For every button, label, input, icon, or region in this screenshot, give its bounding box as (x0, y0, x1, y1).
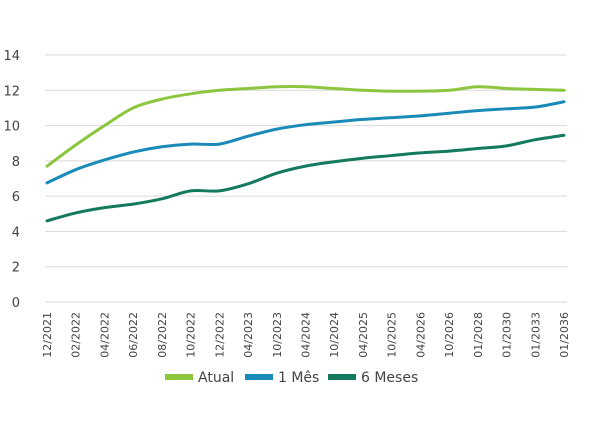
legend-label: Atual (198, 370, 234, 386)
x-tick-label: 04/2022 (98, 312, 111, 358)
legend-swatch (328, 374, 356, 380)
x-tick: 04/2026 (414, 312, 427, 358)
series-lines (45, 85, 566, 223)
x-tick: 10/2025 (386, 312, 399, 358)
legend-item: Atual (165, 370, 234, 386)
x-tick: 08/2022 (156, 312, 169, 358)
x-tick-label: 10/2023 (271, 312, 284, 358)
x-tick: 01/2033 (529, 312, 542, 358)
x-tick: 04/2023 (242, 312, 255, 358)
x-tick: 04/2022 (98, 312, 111, 358)
y-tick-label: 8 (12, 155, 20, 170)
x-tick-label: 10/2024 (328, 312, 341, 358)
x-tick-label: 10/2025 (386, 312, 399, 358)
x-tick-label: 08/2022 (156, 312, 169, 358)
x-tick: 10/2024 (328, 312, 341, 358)
y-tick-label: 2 (12, 261, 20, 276)
x-tick-label: 01/2033 (529, 312, 542, 358)
series-6-meses (45, 133, 566, 223)
y-axis-ticks: 0 2 4 6 8 10 12 14 (3, 49, 20, 311)
legend-item: 1 Mês (245, 370, 319, 386)
x-tick: 01/2030 (501, 312, 514, 358)
x-tick: 10/2026 (443, 312, 456, 358)
x-tick: 12/2022 (213, 312, 226, 358)
x-tick: 06/2022 (127, 312, 140, 358)
x-tick-label: 04/2023 (242, 312, 255, 358)
x-tick-label: 04/2026 (414, 312, 427, 358)
y-tick-label: 4 (12, 225, 20, 240)
legend-label: 1 Mês (278, 370, 319, 386)
legend-swatch (165, 374, 193, 380)
y-tick-label: 6 (12, 190, 20, 205)
y-tick-label: 10 (3, 120, 20, 135)
legend-swatch (245, 374, 273, 380)
x-tick: 01/2036 (558, 312, 571, 358)
series-line (45, 133, 566, 223)
x-tick-label: 02/2022 (70, 312, 83, 358)
x-tick-label: 10/2026 (443, 312, 456, 358)
x-axis-ticks: 12/2021 02/2022 04/2022 06/2022 08/2022 10/20… (41, 312, 571, 358)
x-tick-label: 12/2022 (213, 312, 226, 358)
y-tick-label: 0 (12, 296, 20, 311)
x-tick-label: 06/2022 (127, 312, 140, 358)
x-tick-label: 04/2024 (300, 312, 313, 358)
series-1-mês (45, 100, 566, 185)
y-tick-label: 12 (3, 84, 20, 99)
grid-lines (45, 54, 567, 303)
series-atual (45, 85, 566, 168)
legend: Atual 1 Mês 6 Meses (165, 370, 418, 386)
x-tick-label: 01/2036 (558, 312, 571, 358)
x-tick-label: 01/2028 (472, 312, 485, 358)
x-tick-label: 12/2021 (41, 312, 54, 358)
series-line (45, 85, 566, 168)
x-tick-label: 01/2030 (501, 312, 514, 358)
x-tick: 10/2023 (271, 312, 284, 358)
x-tick: 04/2025 (357, 312, 370, 358)
legend-label: 6 Meses (361, 370, 418, 386)
x-tick: 01/2028 (472, 312, 485, 358)
x-tick: 02/2022 (70, 312, 83, 358)
legend-item: 6 Meses (328, 370, 418, 386)
x-tick-label: 04/2025 (357, 312, 370, 358)
series-line (45, 100, 566, 185)
x-tick: 12/2021 (41, 312, 54, 358)
y-tick-label: 14 (3, 49, 20, 64)
x-tick-label: 10/2022 (185, 312, 198, 358)
x-tick: 04/2024 (300, 312, 313, 358)
x-tick: 10/2022 (185, 312, 198, 358)
